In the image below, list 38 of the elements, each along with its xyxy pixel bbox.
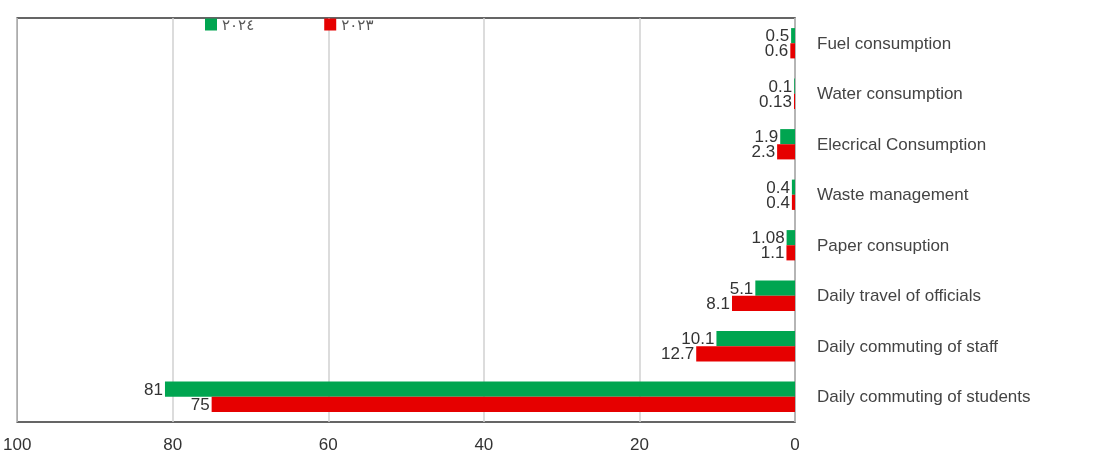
bar bbox=[755, 280, 795, 296]
data-label: 5.1 bbox=[729, 278, 754, 298]
y-tick-label: Paper consuption bbox=[817, 235, 950, 255]
x-tick-label: 20 bbox=[629, 435, 649, 454]
bar bbox=[211, 396, 795, 412]
bar bbox=[732, 295, 795, 311]
bar bbox=[786, 230, 795, 246]
data-label: 12.7 bbox=[661, 344, 695, 364]
y-tick-label: Water consumption bbox=[817, 84, 963, 104]
x-tick-label: 80 bbox=[163, 435, 183, 454]
bar bbox=[164, 381, 795, 397]
bar bbox=[791, 194, 795, 210]
bar bbox=[791, 179, 795, 195]
x-tick-label: 60 bbox=[318, 435, 338, 454]
data-label: 81 bbox=[144, 379, 163, 399]
bar bbox=[791, 28, 795, 44]
legend-label: ٢٠٢٤ bbox=[222, 15, 255, 34]
data-label: 0.6 bbox=[764, 41, 789, 61]
bar bbox=[696, 346, 795, 362]
bar bbox=[780, 129, 795, 145]
y-tick-label: Daily commuting of students bbox=[817, 387, 1031, 407]
data-label: 75 bbox=[190, 394, 210, 414]
bar bbox=[790, 43, 795, 59]
legend-label: ٢٠٢٣ bbox=[341, 15, 374, 34]
x-tick-label: 100 bbox=[2, 435, 32, 454]
y-tick-label: Waste management bbox=[817, 185, 969, 205]
bar bbox=[786, 245, 795, 261]
y-tick-label: Daily commuting of staff bbox=[817, 336, 999, 356]
y-tick-label: Fuel consumption bbox=[817, 33, 952, 53]
bar bbox=[777, 144, 795, 160]
x-tick-label: 0 bbox=[790, 435, 800, 454]
y-tick-label: Daily travel of officials bbox=[817, 286, 982, 306]
y-tick-label: Elecrical Consumption bbox=[817, 134, 987, 154]
bar bbox=[716, 331, 795, 347]
data-label: 2.3 bbox=[751, 142, 776, 162]
data-label: 8.1 bbox=[706, 293, 730, 313]
data-label: 1.1 bbox=[760, 243, 785, 263]
x-tick-label: 40 bbox=[474, 435, 494, 454]
